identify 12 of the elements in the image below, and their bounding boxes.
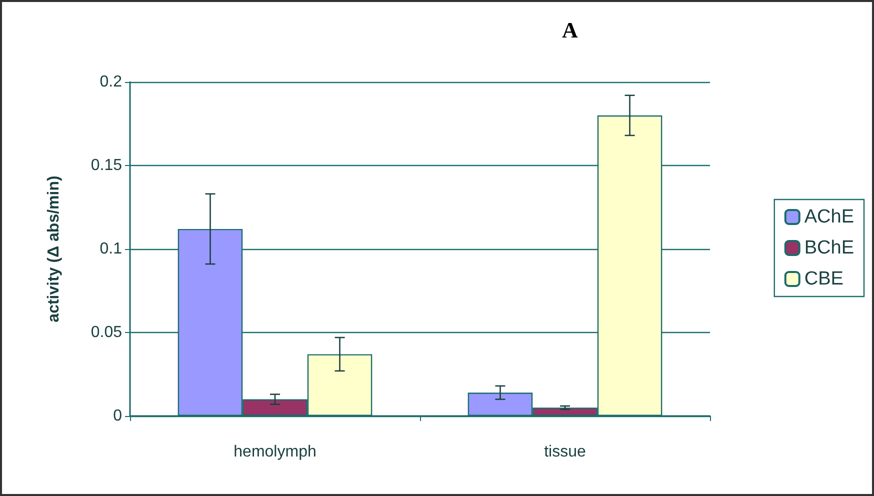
y-tick-label: 0.15 [90, 157, 122, 174]
y-tick-label: 0.2 [100, 74, 122, 90]
y-tick-label: 0.1 [100, 240, 122, 258]
x-tick-label: hemolymph [234, 444, 316, 460]
legend-label: AChE [804, 206, 854, 228]
chart-title: A [562, 18, 578, 42]
y-axis-title: activity (Δ abs/min) [46, 176, 62, 322]
y-tick-label: 0 [113, 408, 122, 424]
legend-label: BChE [804, 238, 854, 258]
legend-label: CBE [804, 268, 844, 290]
y-tick-label: 0.05 [90, 324, 122, 341]
x-tick-label: tissue [544, 444, 586, 460]
